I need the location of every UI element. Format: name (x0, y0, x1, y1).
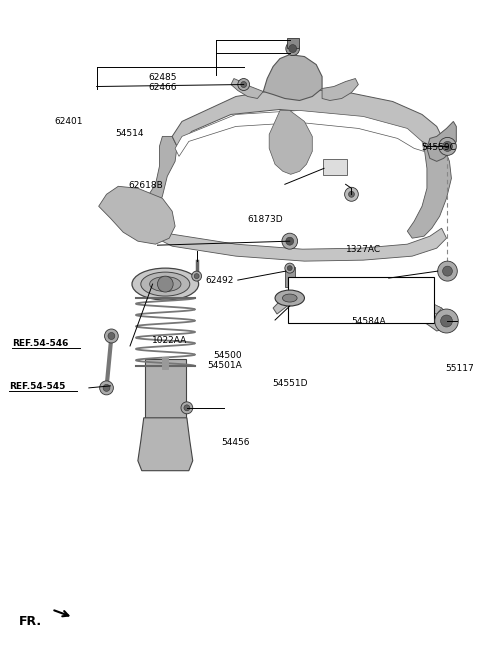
Polygon shape (133, 136, 177, 224)
Polygon shape (408, 136, 451, 238)
Polygon shape (273, 281, 451, 331)
Text: 62485: 62485 (149, 73, 177, 82)
Polygon shape (427, 121, 456, 161)
Circle shape (241, 81, 247, 87)
Circle shape (181, 402, 193, 414)
Circle shape (435, 309, 458, 333)
Circle shape (345, 188, 359, 201)
Circle shape (286, 41, 300, 56)
Text: 54456: 54456 (221, 438, 249, 447)
Circle shape (438, 261, 457, 281)
FancyBboxPatch shape (285, 267, 295, 287)
Circle shape (184, 405, 190, 411)
Polygon shape (146, 216, 446, 261)
Text: 62492: 62492 (205, 276, 233, 285)
Polygon shape (172, 89, 442, 146)
Polygon shape (138, 418, 193, 471)
Polygon shape (175, 110, 424, 156)
Text: REF.54-546: REF.54-546 (12, 339, 69, 348)
Text: 61873D: 61873D (247, 215, 283, 224)
Circle shape (105, 329, 118, 343)
FancyBboxPatch shape (287, 37, 299, 48)
FancyBboxPatch shape (145, 359, 186, 419)
Circle shape (443, 266, 452, 276)
Polygon shape (264, 54, 322, 100)
Ellipse shape (150, 277, 181, 291)
Text: 54584A: 54584A (352, 317, 386, 326)
Text: 54514: 54514 (116, 129, 144, 138)
Text: 54551D: 54551D (273, 379, 308, 388)
Text: FR.: FR. (19, 615, 42, 628)
Text: 54500: 54500 (213, 351, 242, 360)
Circle shape (288, 266, 292, 271)
Circle shape (348, 192, 354, 197)
FancyBboxPatch shape (288, 277, 434, 323)
Circle shape (441, 315, 452, 327)
Circle shape (443, 142, 452, 152)
Ellipse shape (275, 290, 304, 306)
Text: 62466: 62466 (149, 83, 177, 92)
Circle shape (108, 333, 115, 339)
Polygon shape (290, 281, 442, 314)
Text: 55117: 55117 (445, 364, 474, 373)
Polygon shape (322, 79, 359, 100)
Ellipse shape (282, 294, 297, 302)
Text: 54501A: 54501A (207, 361, 242, 370)
Circle shape (286, 237, 294, 245)
Circle shape (285, 263, 295, 273)
Circle shape (282, 233, 298, 249)
Text: 62618B: 62618B (128, 181, 163, 190)
Polygon shape (269, 110, 312, 174)
Circle shape (194, 274, 199, 279)
Circle shape (192, 271, 202, 281)
Ellipse shape (141, 272, 190, 296)
Text: 54559C: 54559C (421, 144, 456, 152)
Text: 1022AA: 1022AA (152, 336, 188, 345)
Polygon shape (99, 186, 175, 244)
FancyBboxPatch shape (323, 159, 347, 175)
Circle shape (439, 137, 456, 155)
Ellipse shape (132, 268, 199, 300)
Text: 62401: 62401 (55, 117, 83, 127)
Circle shape (100, 381, 113, 395)
Text: 1327AC: 1327AC (347, 245, 382, 254)
Polygon shape (231, 79, 264, 98)
Circle shape (238, 79, 250, 91)
Circle shape (103, 384, 110, 392)
Circle shape (157, 276, 173, 292)
Circle shape (289, 45, 297, 52)
Text: REF.54-545: REF.54-545 (9, 382, 66, 392)
